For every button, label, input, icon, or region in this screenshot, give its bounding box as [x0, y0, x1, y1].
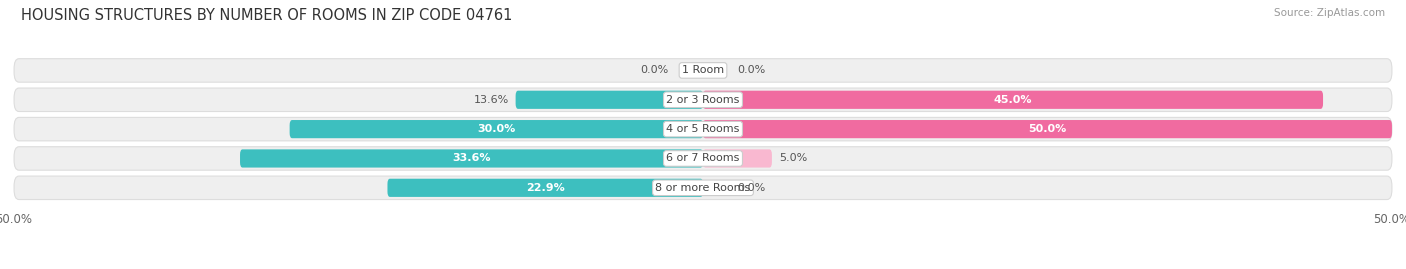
Text: 13.6%: 13.6% [474, 95, 509, 105]
Text: 1 Room: 1 Room [682, 65, 724, 75]
FancyBboxPatch shape [14, 147, 1392, 170]
Text: 2 or 3 Rooms: 2 or 3 Rooms [666, 95, 740, 105]
Text: 0.0%: 0.0% [738, 183, 766, 193]
FancyBboxPatch shape [703, 120, 1392, 138]
FancyBboxPatch shape [14, 59, 1392, 82]
FancyBboxPatch shape [14, 88, 1392, 112]
FancyBboxPatch shape [240, 149, 703, 168]
FancyBboxPatch shape [14, 176, 1392, 200]
Text: 4 or 5 Rooms: 4 or 5 Rooms [666, 124, 740, 134]
FancyBboxPatch shape [516, 91, 703, 109]
FancyBboxPatch shape [14, 117, 1392, 141]
Text: 50.0%: 50.0% [1028, 124, 1067, 134]
FancyBboxPatch shape [290, 120, 703, 138]
FancyBboxPatch shape [388, 179, 703, 197]
Text: HOUSING STRUCTURES BY NUMBER OF ROOMS IN ZIP CODE 04761: HOUSING STRUCTURES BY NUMBER OF ROOMS IN… [21, 8, 512, 23]
Text: 6 or 7 Rooms: 6 or 7 Rooms [666, 154, 740, 164]
Text: 45.0%: 45.0% [994, 95, 1032, 105]
Text: 0.0%: 0.0% [640, 65, 669, 75]
Text: 22.9%: 22.9% [526, 183, 565, 193]
FancyBboxPatch shape [703, 91, 1323, 109]
FancyBboxPatch shape [703, 149, 772, 168]
Text: 33.6%: 33.6% [453, 154, 491, 164]
Text: 5.0%: 5.0% [779, 154, 807, 164]
Legend: Owner-occupied, Renter-occupied: Owner-occupied, Renter-occupied [572, 266, 834, 269]
Text: 0.0%: 0.0% [738, 65, 766, 75]
Text: 8 or more Rooms: 8 or more Rooms [655, 183, 751, 193]
Text: 30.0%: 30.0% [477, 124, 516, 134]
Text: Source: ZipAtlas.com: Source: ZipAtlas.com [1274, 8, 1385, 18]
